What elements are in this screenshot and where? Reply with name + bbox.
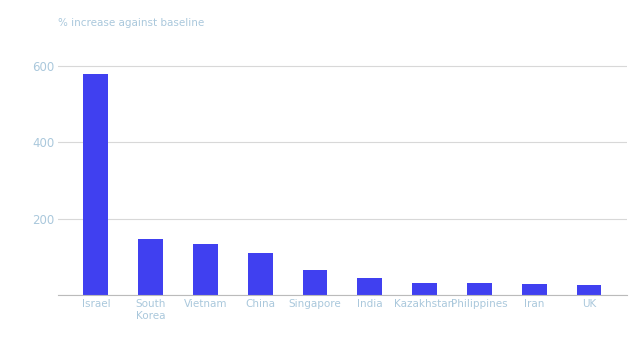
Bar [83, 74, 108, 295]
Bar [138, 239, 163, 295]
Text: % increase against baseline: % increase against baseline [58, 18, 204, 28]
Bar [467, 283, 492, 295]
Bar [412, 283, 437, 295]
Bar [522, 284, 547, 295]
Bar [303, 270, 327, 295]
Bar [577, 284, 602, 295]
Bar [193, 244, 218, 295]
Bar [358, 278, 382, 295]
Bar [248, 253, 273, 295]
